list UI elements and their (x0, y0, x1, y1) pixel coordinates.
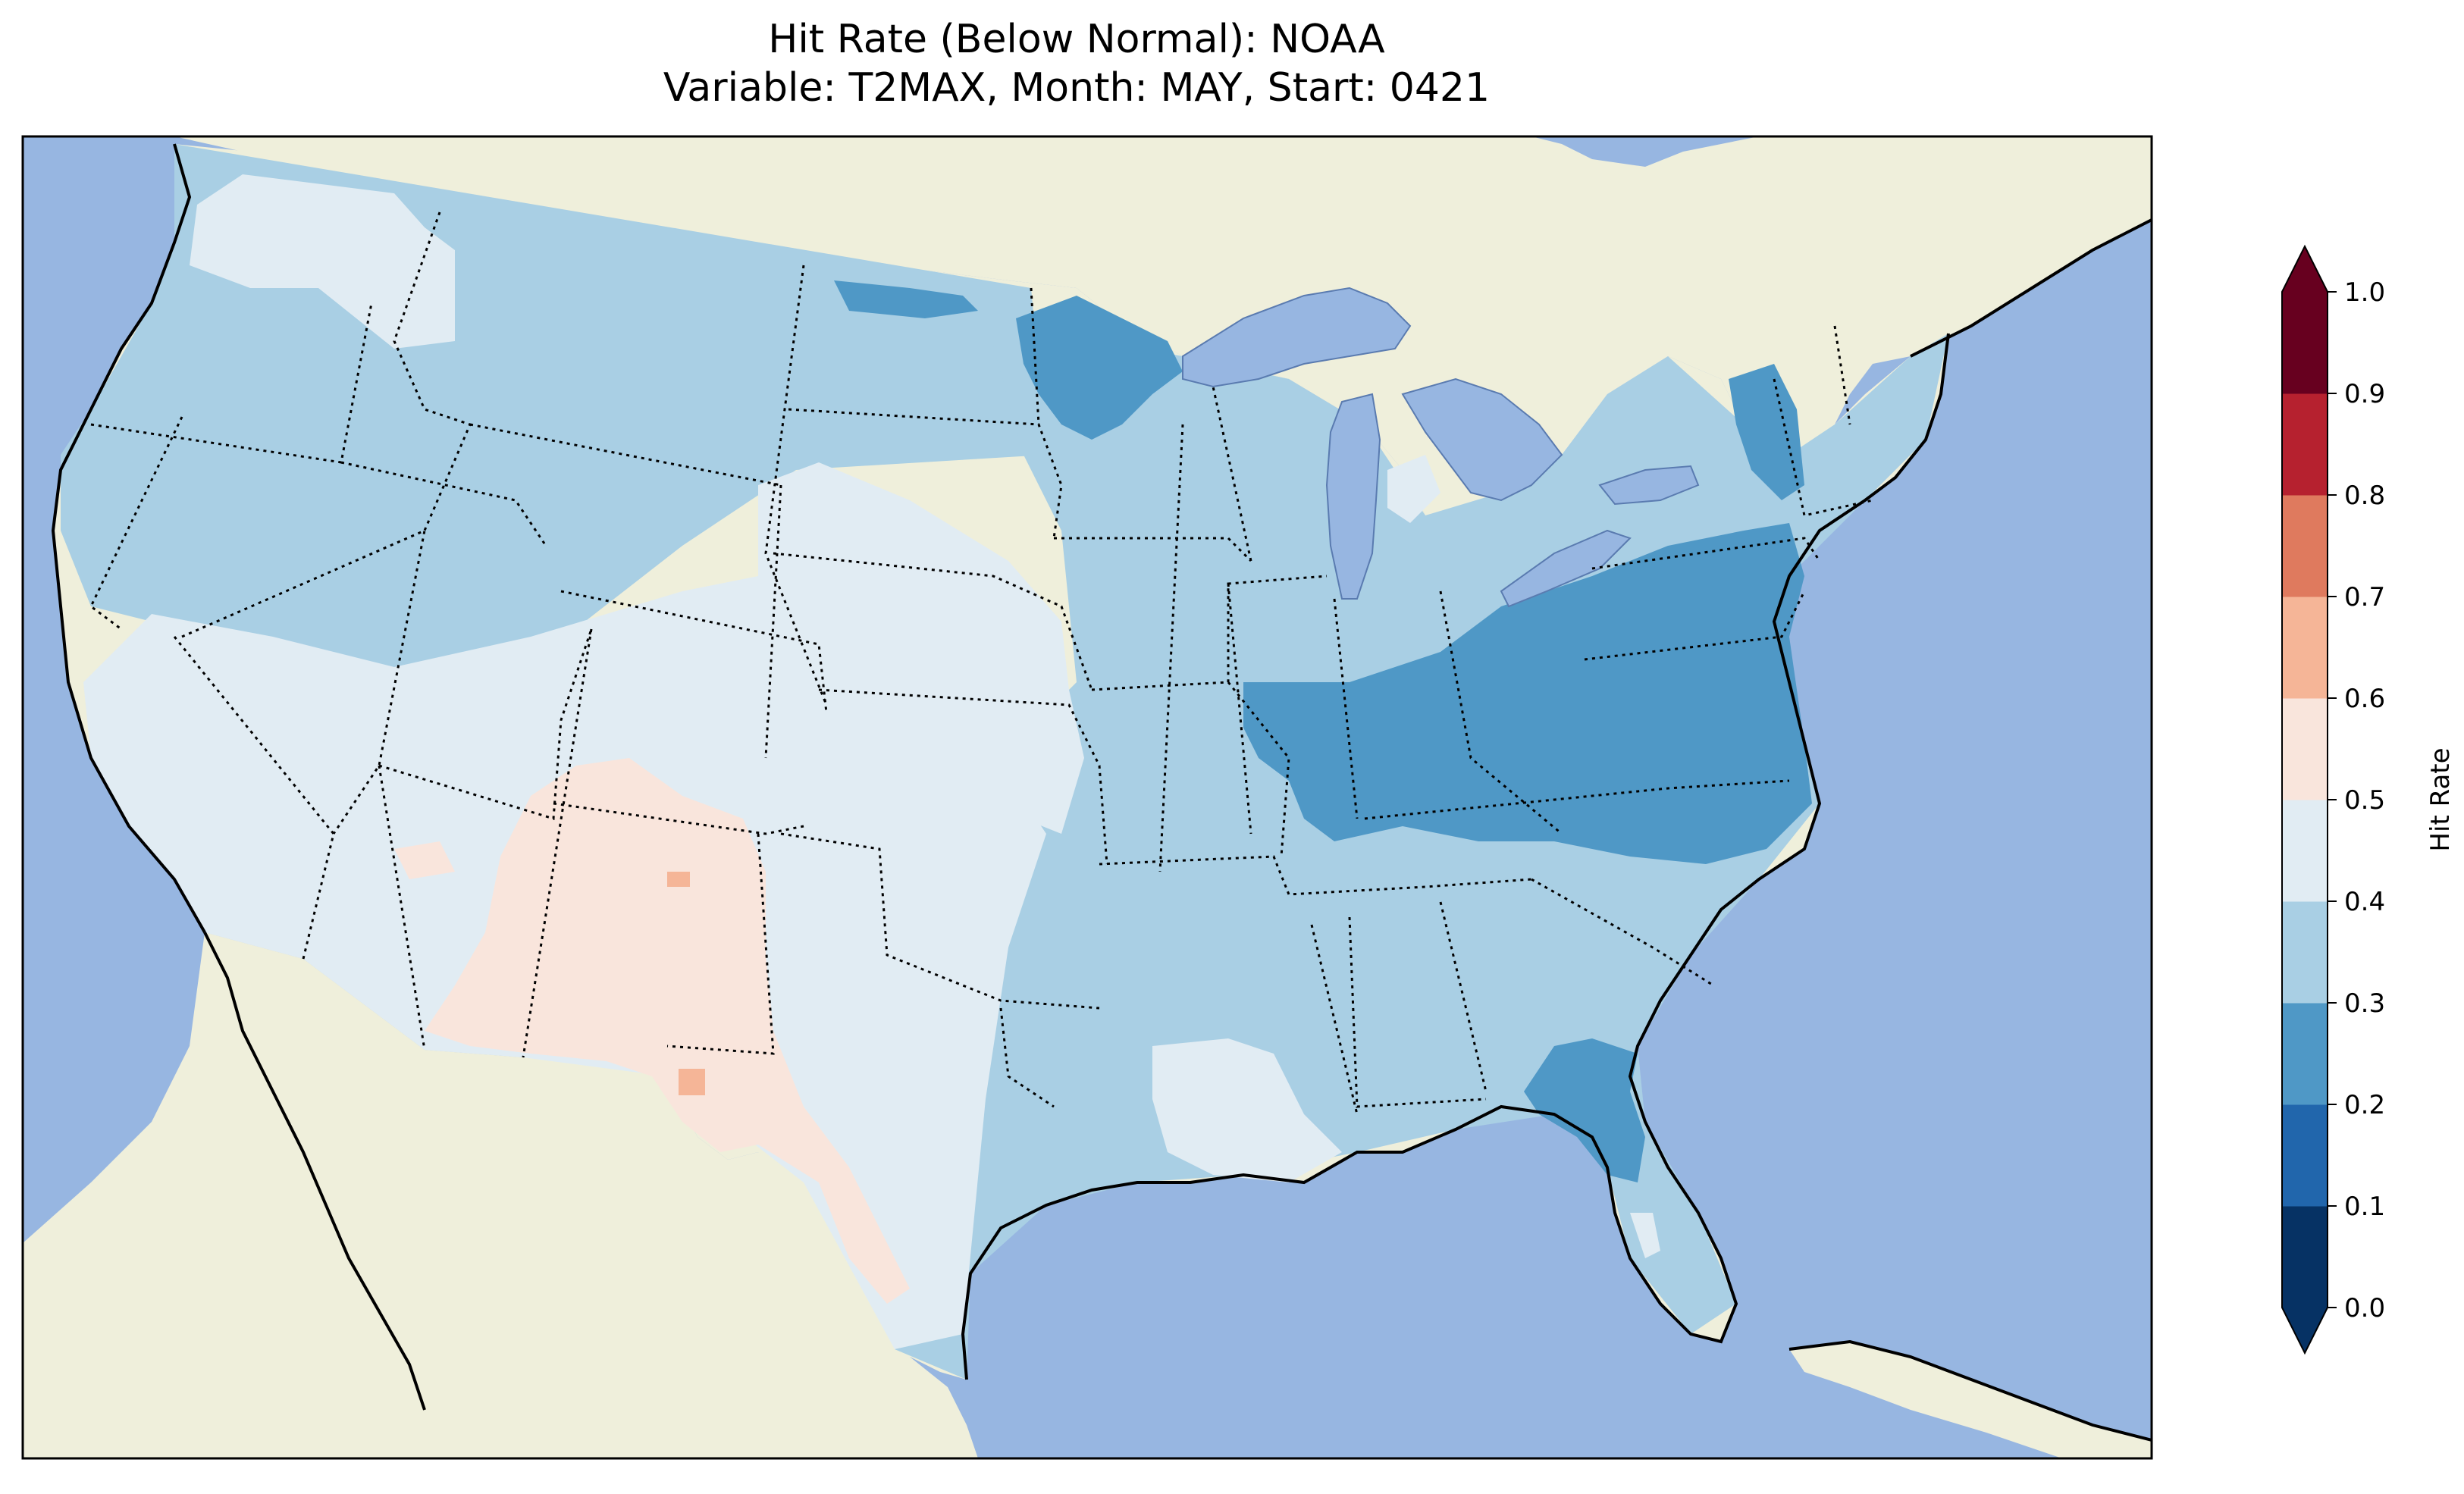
title-line-2: Variable: T2MAX, Month: MAY, Start: 0421 (663, 65, 1491, 111)
field-plains-light (758, 462, 1084, 834)
field-minnesota-blue (1016, 296, 1183, 440)
lake-superior (1182, 287, 1412, 388)
colorbar-tick-label: 0.4 (2344, 887, 2385, 917)
state-boundaries (89, 211, 1873, 1115)
colorbar-tick-label: 0.2 (2344, 1090, 2385, 1120)
field-southwest-warm-2 (394, 841, 455, 879)
field-lower-mi-light (1387, 455, 1440, 523)
map-frame (21, 135, 2153, 1460)
lake-erie (1500, 529, 1632, 608)
lake-michigan (1325, 393, 1381, 600)
colorbar-bin (2282, 495, 2328, 597)
colorbar-bin (2282, 393, 2328, 496)
colorbar-tick-label: 0.1 (2344, 1192, 2385, 1222)
colorbar-bin (2282, 698, 2328, 800)
mexico-land (23, 932, 978, 1458)
lake-huron (1401, 377, 1563, 502)
map-panel (23, 136, 2152, 1458)
colorbar-tick-label: 0.6 (2344, 684, 2385, 714)
map-title: Hit Rate (Below Normal): NOAA Variable: … (0, 15, 2153, 112)
field-georgia-blue (1524, 1038, 1645, 1182)
colorbar-bin (2282, 597, 2328, 699)
lake-ontario (1598, 465, 1700, 506)
field-pac-nw-light (190, 174, 455, 349)
colorbar-bin (2282, 292, 2328, 394)
colorbar-bin (2282, 1206, 2328, 1308)
field-east-blue (1243, 523, 1812, 864)
great-lakes (1182, 287, 1700, 608)
field-texas-warm-spot (679, 1069, 705, 1095)
coastlines (51, 143, 2152, 1442)
colorbar-label: Hit Rate (2425, 747, 2456, 851)
field-southwest-warm (425, 758, 910, 1304)
cuba (1789, 1342, 2152, 1458)
colorbar-tick-label: 0.5 (2344, 785, 2385, 816)
field-gulf-light (1152, 1038, 1342, 1182)
hit-rate-field (61, 144, 1948, 1380)
colorbar-tick-label: 0.8 (2344, 481, 2385, 511)
colorbar-tick-label: 0.3 (2344, 988, 2385, 1019)
colorbar-bin (2282, 1104, 2328, 1207)
field-northeast-blue (1729, 364, 1804, 500)
colorbar: 0.0 0.1 0.2 0.3 0.4 0.5 0.6 0.7 0.8 0.9 1.0 (2281, 244, 2385, 1355)
colorbar-tick-label: 0.9 (2344, 379, 2385, 409)
colorbar-tick-label: 1.0 (2344, 277, 2385, 308)
field-nm-warm-spot (667, 872, 690, 887)
colorbar-extend-max (2282, 246, 2328, 292)
colorbar-tick-label: 0.0 (2344, 1293, 2385, 1323)
title-line-1: Hit Rate (Below Normal): NOAA (768, 17, 1385, 62)
colorbar-bin (2282, 800, 2328, 902)
colorbar-bin (2282, 1003, 2328, 1105)
colorbar-extend-min (2282, 1308, 2328, 1353)
field-fl-light (1630, 1213, 1660, 1258)
field-montana-dakota-blue (834, 280, 978, 318)
colorbar-tick-label: 0.7 (2344, 582, 2385, 612)
colorbar-bin (2282, 901, 2328, 1004)
